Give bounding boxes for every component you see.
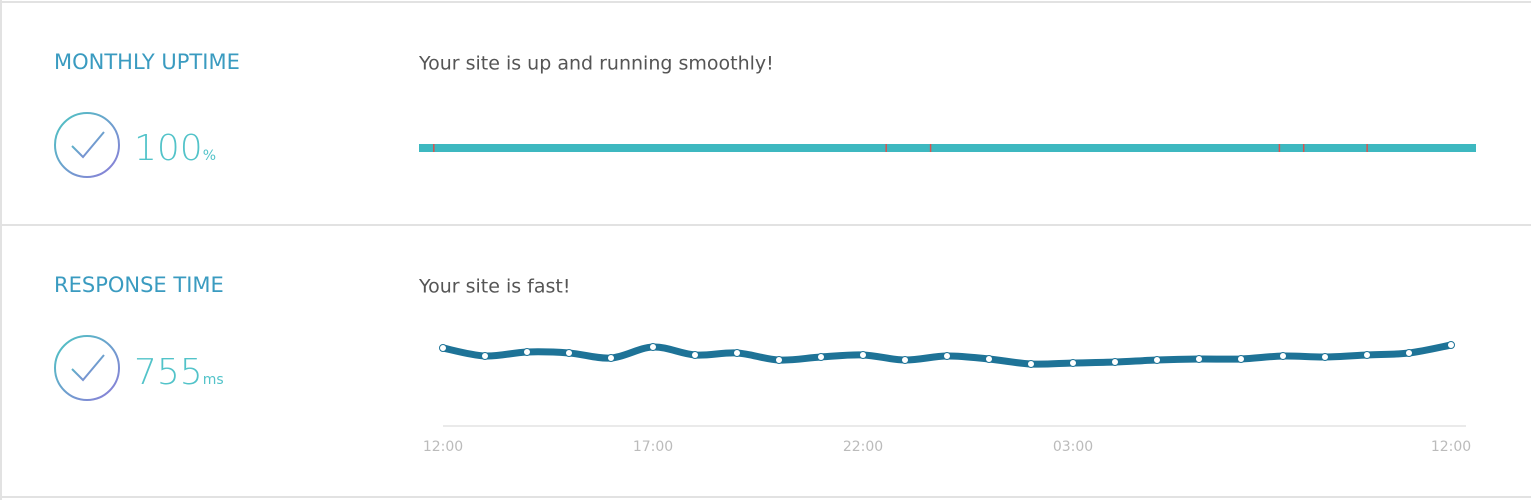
- data-point: [1069, 359, 1077, 367]
- x-tick-label: 22:00: [843, 439, 883, 455]
- data-point: [481, 352, 489, 360]
- data-point: [1195, 355, 1203, 363]
- data-point: [733, 349, 741, 357]
- x-tick-label: 12:00: [1431, 439, 1471, 455]
- data-point: [523, 348, 531, 356]
- x-tick-label: 17:00: [633, 439, 673, 455]
- response-value: 755ms: [134, 352, 224, 393]
- data-point: [1405, 349, 1413, 357]
- status-message: Your site is up and running smoothly!: [418, 53, 774, 75]
- check-icon: [54, 335, 120, 401]
- data-point: [817, 353, 825, 361]
- data-point: [943, 352, 951, 360]
- data-point: [775, 356, 783, 364]
- data-point: [901, 356, 909, 364]
- x-tick-label: 03:00: [1053, 439, 1093, 455]
- data-point: [1027, 360, 1035, 368]
- x-tick-label: 12:00: [423, 439, 463, 455]
- data-point: [565, 349, 573, 357]
- data-point: [1153, 356, 1161, 364]
- value: 755: [134, 352, 203, 393]
- data-point: [439, 344, 447, 352]
- unit: ms: [203, 372, 224, 388]
- data-point: [1111, 358, 1119, 366]
- status-message: Your site is fast!: [418, 276, 570, 298]
- uptime-bar: [419, 144, 1476, 152]
- panel-title: RESPONSE TIME: [54, 273, 224, 297]
- data-point: [1321, 353, 1329, 361]
- check-icon: [54, 112, 120, 178]
- data-point: [1447, 341, 1455, 349]
- data-point: [649, 343, 657, 351]
- panel-title: MONTHLY UPTIME: [54, 50, 240, 74]
- uptime-value: 100%: [134, 128, 216, 169]
- data-point: [691, 351, 699, 359]
- data-point: [1363, 351, 1371, 359]
- data-point: [1237, 355, 1245, 363]
- data-point: [859, 351, 867, 359]
- value: 100: [134, 128, 203, 169]
- data-point: [607, 354, 615, 362]
- unit: %: [203, 148, 216, 164]
- data-point: [1279, 352, 1287, 360]
- data-point: [985, 355, 993, 363]
